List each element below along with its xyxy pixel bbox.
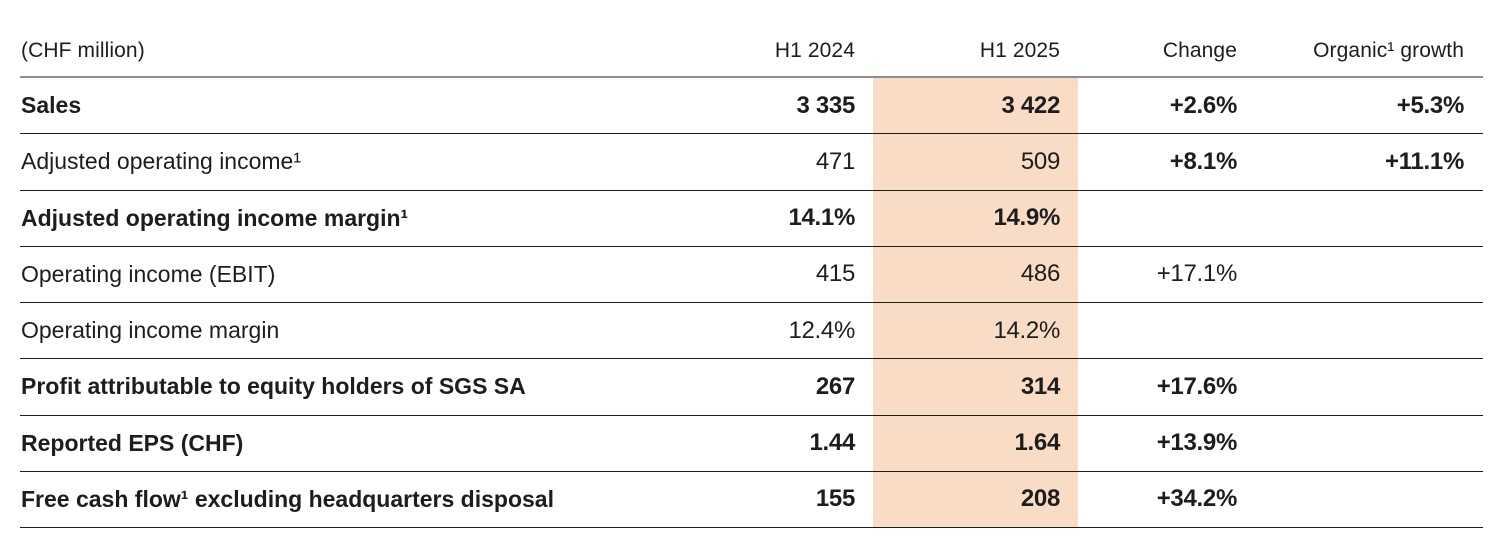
column-header-organic-growth: Organic¹ growth [1313,39,1464,62]
value-change: +34.2% [1156,485,1238,513]
value-h1-2024: 267 [815,372,855,400]
table-row: Operating income margin 12.4% 14.2% [20,303,1483,360]
value-h1-2024: 415 [815,260,855,288]
table-header-row: (CHF million) H1 2024 H1 2025 Change Org… [20,0,1483,78]
table-row: Reported EPS (CHF) 1.44 1.64 +13.9% [20,415,1483,472]
value-h1-2025: 208 [873,471,1078,527]
value-h1-2025: 314 [873,359,1078,415]
unit-label: (CHF million) [21,39,145,62]
value-h1-2024: 155 [815,485,855,513]
table-row: Sales 3 335 3 422 +2.6% +5.3% [20,78,1483,135]
value-h1-2024: 12.4% [788,316,855,344]
value-change: +17.1% [1156,260,1238,288]
value-change: +2.6% [1169,91,1238,119]
table-row: Adjusted operating income margin¹ 14.1% 14… [20,190,1483,247]
column-header-h1-2024: H1 2024 [774,39,855,62]
row-label: Profit attributable to equity holders of… [21,373,526,400]
value-organic-growth: +11.1% [1385,147,1464,175]
table-row: Free cash flow¹ excluding headquarters d… [20,471,1483,528]
table-row: Operating income (EBIT) 415 486 +17.1% [20,246,1483,303]
value-change: +17.6% [1156,372,1238,400]
column-header-h1-2025: H1 2025 [979,39,1060,62]
value-h1-2024: 471 [815,147,855,175]
value-change: +8.1% [1169,147,1238,175]
value-change: +13.9% [1156,429,1238,457]
row-label: Operating income margin [21,317,280,344]
value-h1-2024: 14.1% [788,204,855,232]
value-h1-2025: 509 [873,134,1078,190]
row-label: Sales [21,92,82,119]
value-h1-2024: 1.44 [809,429,855,457]
value-h1-2025: 486 [873,246,1078,302]
financial-summary-table: (CHF million) H1 2024 H1 2025 Change Org… [20,0,1483,528]
row-label: Reported EPS (CHF) [21,429,244,456]
table-body: Sales 3 335 3 422 +2.6% +5.3% Adjusted operat… [20,78,1483,528]
value-h1-2025: 3 422 [873,78,1078,134]
value-h1-2025: 14.2% [873,303,1078,359]
row-label: Operating income (EBIT) [21,260,276,287]
row-label: Adjusted operating income¹ [21,148,301,175]
value-h1-2025: 14.9% [873,190,1078,246]
column-header-change: Change [1162,39,1237,62]
row-label: Adjusted operating income margin¹ [21,204,409,231]
value-h1-2024: 3 335 [796,91,855,119]
value-h1-2025: 1.64 [873,415,1078,471]
table-row: Adjusted operating income¹ 471 509 +8.1% +11… [20,134,1483,191]
value-organic-growth: +5.3% [1396,91,1465,119]
row-label: Free cash flow¹ excluding headquarters d… [21,485,554,512]
table-row: Profit attributable to equity holders of… [20,359,1483,416]
